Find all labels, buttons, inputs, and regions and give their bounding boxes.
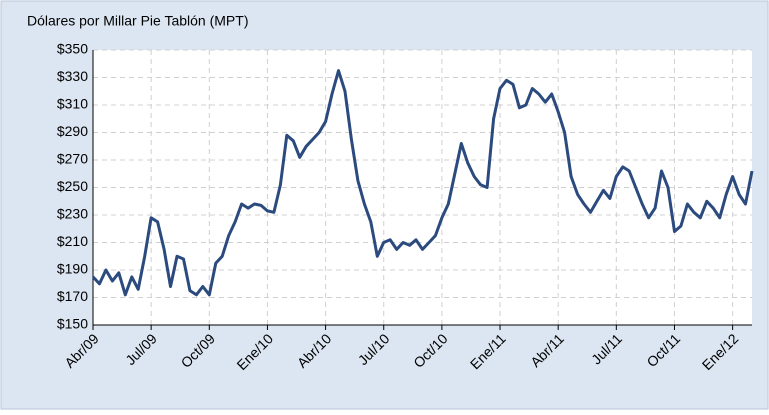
y-tick-label: $170 xyxy=(57,288,88,304)
chart-title: Dólares por Millar Pie Tablón (MPT) xyxy=(27,13,248,29)
y-tick-label: $230 xyxy=(57,206,88,222)
y-tick-label: $290 xyxy=(57,123,88,139)
y-tick-label: $190 xyxy=(57,261,88,277)
line xyxy=(91,69,754,297)
y-tick-label: $150 xyxy=(57,316,88,332)
y-tick-label: $270 xyxy=(57,151,88,167)
y-tick-label: $350 xyxy=(57,41,88,57)
y-tick-label: $330 xyxy=(57,68,88,84)
y-tick-label: $210 xyxy=(57,233,88,249)
y-tick-label: $310 xyxy=(57,96,88,112)
y-tick-label: $250 xyxy=(57,178,88,194)
